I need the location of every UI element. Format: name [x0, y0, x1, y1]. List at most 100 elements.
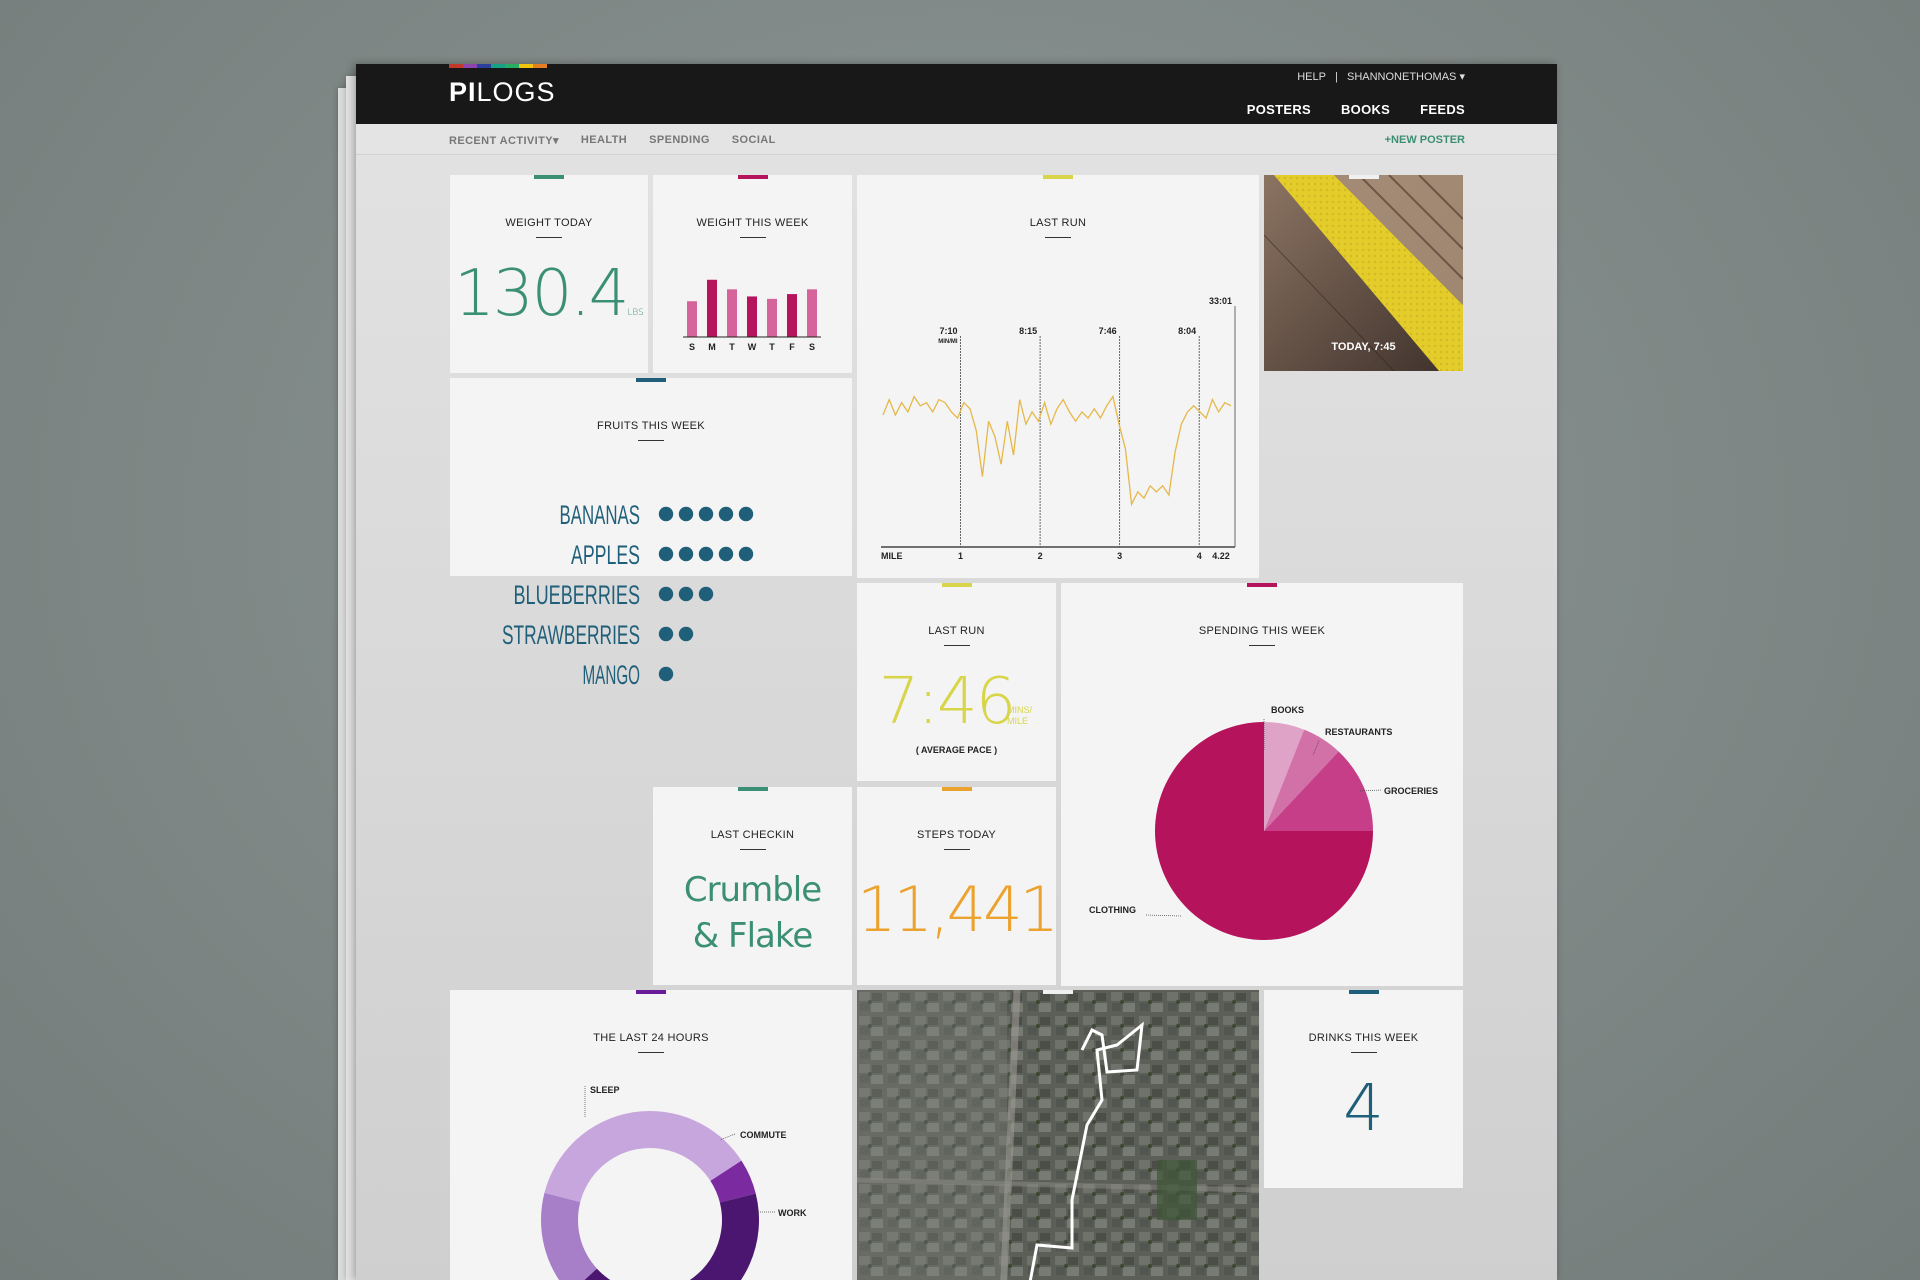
- card-run-map[interactable]: [857, 990, 1259, 1280]
- util-separator: |: [1328, 71, 1344, 83]
- spending-leader-line: [1145, 914, 1182, 917]
- spending-slice-label: RESTAURANTS: [1325, 727, 1392, 737]
- card-last-checkin[interactable]: LAST CHECKIN Crumble & Flake: [653, 787, 852, 985]
- fruit-dot: [738, 506, 754, 522]
- card-last-24-hours[interactable]: THE LAST 24 HOURS SLEEPCOMMUTEWORKREADIN…: [450, 990, 852, 1280]
- last24-segment: [584, 1193, 759, 1280]
- help-link[interactable]: HELP: [1297, 71, 1326, 83]
- run-split-unit: MIN/MI: [938, 339, 958, 345]
- card-color-tag: [1043, 990, 1073, 994]
- nav-posters[interactable]: POSTERS: [1246, 102, 1311, 117]
- card-weight-week[interactable]: WEIGHT THIS WEEK S M T W T F S: [653, 175, 852, 373]
- spending-slice: [1264, 722, 1305, 831]
- platform-photo: [1264, 175, 1463, 371]
- card-title: WEIGHT TODAY: [450, 217, 648, 238]
- fruit-dot: [718, 506, 734, 522]
- card-title: STEPS TODAY: [857, 829, 1056, 850]
- card-title: LAST RUN: [857, 217, 1259, 238]
- logo-stripe-segment: [491, 64, 505, 68]
- spending-leader-line: [1312, 740, 1320, 756]
- card-fruits[interactable]: FRUITS THIS WEEK BANANAS APPLES BLUEBERRIE…: [450, 378, 852, 690]
- spending-slice: [1264, 751, 1373, 831]
- card-color-tag: [636, 378, 666, 382]
- chevron-down-icon: ▾: [1459, 71, 1465, 83]
- weight-day-label: W: [748, 342, 757, 352]
- fruit-dot: [658, 586, 674, 602]
- card-weight-today[interactable]: WEIGHT TODAY 130.4LBS: [450, 175, 648, 373]
- pace-unit: MINS/ MILE: [1007, 705, 1032, 727]
- main-nav: POSTERS BOOKS FEEDS: [1247, 102, 1465, 117]
- card-title: WEIGHT THIS WEEK: [653, 217, 852, 238]
- logo-stripe-segment: [477, 64, 491, 68]
- last24-leader-line: [719, 1133, 736, 1141]
- card-drinks-week[interactable]: DRINKS THIS WEEK 4: [1264, 990, 1463, 1188]
- fruit-dot: [738, 546, 754, 562]
- fruit-dot: [658, 506, 674, 522]
- spending-slice: [1155, 722, 1373, 940]
- weight-bar: [707, 279, 717, 337]
- nav-feeds[interactable]: FEEDS: [1420, 102, 1465, 117]
- card-color-tag: [737, 787, 768, 791]
- poster-sheet: PILOGS HELP | SHANNONETHOMAS ▾ POSTERS B…: [356, 64, 1557, 1280]
- fruit-label: BLUEBERRIES: [514, 580, 641, 610]
- card-steps-today[interactable]: STEPS TODAY 11,441: [857, 787, 1059, 985]
- logo-stripe-segment: [519, 64, 533, 68]
- card-title: LAST RUN: [857, 625, 1056, 646]
- fruit-dot: [678, 546, 694, 562]
- fruit-dot: [678, 586, 694, 602]
- fruit-dot: [718, 546, 734, 562]
- spending-slice-label: CLOTHING: [1089, 905, 1136, 915]
- subnav-recent-activity[interactable]: RECENT ACTIVITY▾: [449, 134, 559, 147]
- logo-stripe-segment: [463, 64, 477, 68]
- photo-caption: TODAY, 7:45: [1331, 341, 1396, 353]
- run-x-tick-label: 4.22: [1212, 551, 1230, 561]
- weight-day-label: T: [729, 342, 735, 352]
- logo-bold-text: PI: [449, 77, 477, 107]
- spending-leader-line: [1358, 789, 1382, 792]
- card-color-tag: [1247, 583, 1277, 587]
- run-x-tick-label: 3: [1117, 551, 1122, 561]
- app-logo[interactable]: PILOGS: [449, 77, 556, 108]
- last24-segment: [544, 1111, 742, 1203]
- fruit-dot: [658, 666, 674, 682]
- subnav-health[interactable]: HEALTH: [580, 134, 628, 146]
- run-split-label: 7:46: [1099, 326, 1117, 336]
- fruit-dot: [698, 586, 714, 602]
- card-color-tag: [1348, 990, 1379, 994]
- logo-color-stripe: [449, 64, 547, 68]
- card-photo[interactable]: TODAY, 7:45: [1264, 175, 1463, 371]
- pace-note: ( AVERAGE PACE ): [915, 745, 998, 755]
- user-menu[interactable]: SHANNONETHOMAS ▾: [1347, 71, 1465, 83]
- card-color-tag: [1043, 175, 1073, 179]
- weight-unit: LBS: [627, 308, 644, 318]
- card-title: FRUITS THIS WEEK: [450, 420, 852, 441]
- weight-bar: [787, 294, 797, 337]
- card-last-run-chart[interactable]: LAST RUN MILE 1 2 3 4 4.22 7:10 8:15 7:46 8:04 33:…: [857, 175, 1259, 578]
- fruit-label: STRAWBERRIES: [502, 620, 640, 650]
- card-title: LAST CHECKIN: [653, 829, 852, 850]
- weight-value: 130.4: [454, 257, 629, 331]
- fruits-dot-chart: BANANAS APPLES BLUEBERRIES STRAWBERRIES MANG…: [502, 500, 754, 690]
- pace-unit-line1: MINS/: [1007, 705, 1033, 715]
- last24-segment-label: WORK: [778, 1208, 807, 1218]
- weight-bar: [687, 301, 697, 337]
- weight-bar: [807, 289, 817, 337]
- user-name: SHANNONETHOMAS: [1347, 71, 1457, 83]
- card-title: SPENDING THIS WEEK: [1061, 625, 1463, 646]
- spending-slice-label: GROCERIES: [1384, 786, 1438, 796]
- chevron-down-icon: ▾: [553, 135, 559, 147]
- checkin-line1: Crumble: [683, 870, 822, 910]
- sub-nav: RECENT ACTIVITY▾ HEALTH SPENDING SOCIAL: [449, 134, 776, 147]
- card-spending[interactable]: SPENDING THIS WEEK BOOKS RESTAURANTS GROCE…: [1061, 583, 1463, 986]
- card-last-run-pace[interactable]: LAST RUN 7:46 MINS/ MILE ( AVERAGE PACE …: [857, 583, 1056, 781]
- run-split-label: 7:10: [940, 326, 958, 336]
- subnav-spending[interactable]: SPENDING: [649, 134, 710, 146]
- nav-books[interactable]: BOOKS: [1340, 102, 1391, 117]
- subnav-social[interactable]: SOCIAL: [731, 134, 776, 146]
- top-bar: PILOGS HELP | SHANNONETHOMAS ▾ POSTERS B…: [356, 64, 1557, 124]
- new-poster-button[interactable]: +NEW POSTER: [1384, 134, 1465, 146]
- run-x-tick-label: 4: [1197, 551, 1202, 561]
- spending-slice: [1264, 729, 1339, 831]
- checkin-venue: Crumble & Flake: [653, 867, 852, 959]
